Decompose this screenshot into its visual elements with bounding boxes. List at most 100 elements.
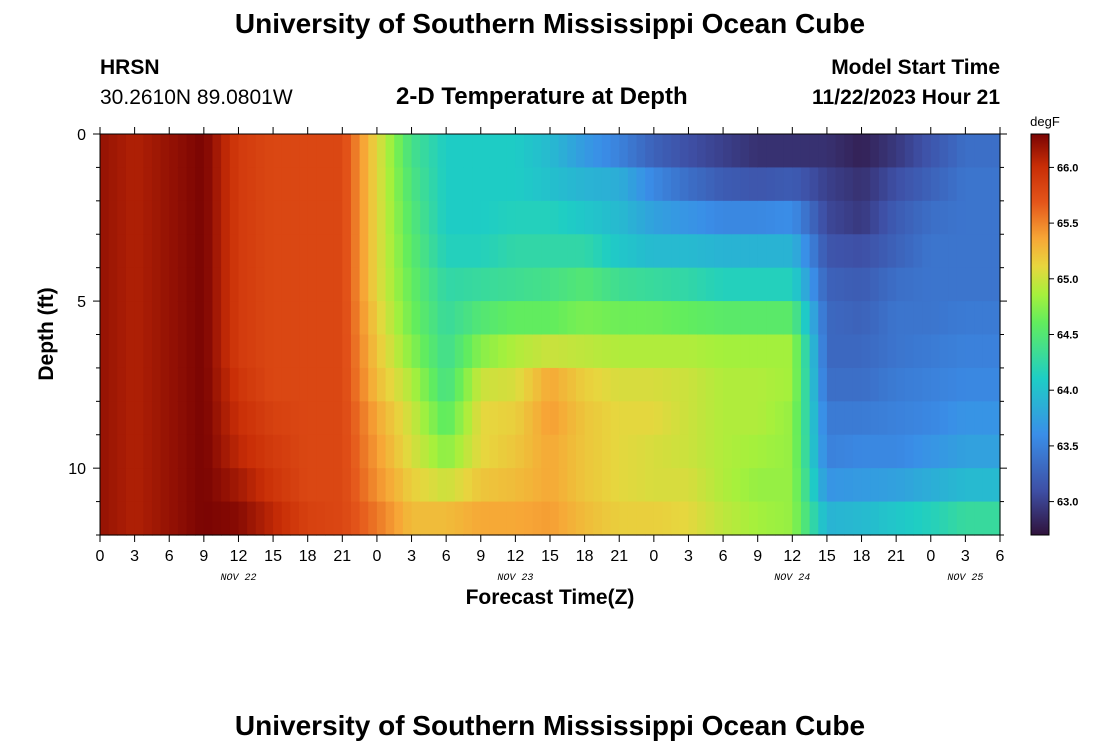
x-tick-label: 18 [299, 548, 317, 565]
heatmap-cell [108, 267, 118, 302]
heatmap-cell [299, 401, 309, 436]
heatmap-cell [515, 434, 525, 469]
heatmap-cell [420, 200, 430, 235]
heatmap-cell [394, 234, 404, 269]
heatmap-cell [584, 301, 594, 336]
heatmap-cell [255, 167, 266, 202]
heatmap-cell [212, 267, 222, 302]
heatmap-cell [333, 501, 343, 536]
heatmap-cell [653, 301, 664, 336]
heatmap-cell [627, 434, 638, 469]
heatmap-cell [117, 334, 127, 369]
heatmap-cell [844, 468, 854, 503]
heatmap-cell [125, 134, 136, 169]
heatmap-cell [273, 200, 283, 235]
heatmap-cell [100, 301, 110, 336]
heatmap-cell [437, 434, 447, 469]
heatmap-cell [705, 367, 716, 402]
heatmap-cell [489, 167, 499, 202]
heatmap-cell [749, 468, 759, 503]
heatmap-cell [273, 434, 283, 469]
x-tick-label: 3 [961, 548, 970, 565]
heatmap-cell [870, 367, 880, 402]
heatmap-cell [627, 367, 638, 402]
heatmap-cell [264, 234, 274, 269]
heatmap-cell [506, 234, 516, 269]
heatmap-cell [679, 200, 690, 235]
heatmap-cell [818, 234, 828, 269]
heatmap-cell [333, 334, 343, 369]
heatmap-cell [264, 167, 274, 202]
heatmap-cell [939, 200, 949, 235]
heatmap-cell [151, 134, 162, 169]
heatmap-cell [610, 401, 620, 436]
heatmap-cell [679, 267, 690, 302]
heatmap-cell [203, 367, 214, 402]
heatmap-cell [394, 301, 404, 336]
heatmap-cell [446, 267, 456, 302]
heatmap-cell [524, 167, 534, 202]
heatmap-cell [160, 200, 170, 235]
heatmap-cell [177, 167, 188, 202]
heatmap-cell [402, 501, 413, 536]
heatmap-cell [437, 200, 447, 235]
heatmap-cell [601, 334, 612, 369]
heatmap-cell [965, 434, 975, 469]
heatmap-cell [299, 200, 309, 235]
heatmap-cell [636, 401, 646, 436]
heatmap-cell [610, 267, 620, 302]
heatmap-cell [177, 334, 188, 369]
heatmap-cell [402, 234, 413, 269]
heatmap-cell [221, 367, 231, 402]
heatmap-cell [463, 367, 473, 402]
heatmap-cell [818, 367, 828, 402]
x-tick-label: 21 [887, 548, 905, 565]
heatmap-cell [558, 401, 568, 436]
heatmap-cell [238, 367, 248, 402]
heatmap-cell [177, 200, 188, 235]
heatmap-cell [844, 134, 854, 169]
heatmap-cell [203, 501, 214, 536]
heatmap-cell [974, 334, 984, 369]
heatmap-cell [705, 234, 716, 269]
heatmap-cell [342, 434, 352, 469]
heatmap-cell [688, 434, 698, 469]
heatmap-cell [887, 334, 897, 369]
heatmap-cell [965, 200, 975, 235]
heatmap-cell [195, 468, 205, 503]
heatmap-cell [809, 501, 819, 536]
heatmap-cell [844, 301, 854, 336]
heatmap-cell [809, 301, 819, 336]
heatmap-cell [653, 167, 664, 202]
heatmap-cell [835, 167, 845, 202]
heatmap-cell [498, 200, 508, 235]
heatmap-cell [991, 334, 1001, 369]
heatmap-cell [134, 167, 144, 202]
x-tick-label: 12 [783, 548, 801, 565]
heatmap-cell [290, 468, 300, 503]
heatmap-cell [714, 167, 724, 202]
heatmap-cell [203, 434, 214, 469]
heatmap-cell [376, 367, 387, 402]
heatmap-cell [974, 434, 984, 469]
heatmap-cell [679, 434, 690, 469]
heatmap-cell [255, 434, 266, 469]
heatmap-cell [662, 501, 672, 536]
heatmap-cell [956, 334, 966, 369]
heatmap-cell [195, 234, 205, 269]
heatmap-cell [982, 468, 992, 503]
heatmap-cell [273, 501, 283, 536]
heatmap-cell [826, 468, 837, 503]
heatmap-cell [247, 334, 257, 369]
heatmap-cell [991, 468, 1001, 503]
heatmap-cell [524, 501, 534, 536]
heatmap-cell [290, 134, 300, 169]
heatmap-cell [212, 234, 222, 269]
heatmap-cell [922, 267, 932, 302]
heatmap-cell [878, 234, 889, 269]
heatmap-cell [965, 134, 975, 169]
heatmap-cell [498, 468, 508, 503]
heatmap-cell [394, 334, 404, 369]
heatmap-cell [229, 134, 240, 169]
heatmap-cell [480, 134, 491, 169]
